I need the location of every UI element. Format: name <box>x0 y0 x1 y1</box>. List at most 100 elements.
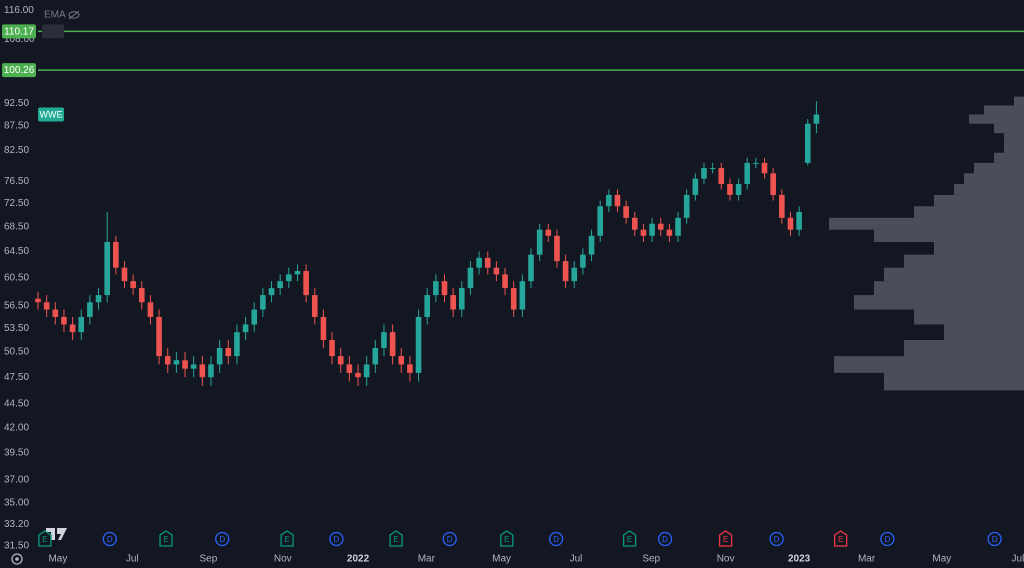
earnings-marker[interactable] <box>38 530 52 547</box>
dividend-marker[interactable] <box>880 531 895 547</box>
volume-profile-bar <box>969 114 1024 124</box>
event-label: D <box>884 535 890 544</box>
dividend-marker[interactable] <box>102 531 117 547</box>
event-label: E <box>284 535 289 544</box>
candle-body <box>588 235 595 255</box>
dividend-marker[interactable] <box>769 531 784 547</box>
candle-body <box>657 223 664 230</box>
y-tick-label: 39.50 <box>4 448 29 459</box>
x-tick-label: May <box>492 554 511 565</box>
settings-icon[interactable] <box>11 553 23 565</box>
candle-body <box>640 229 647 236</box>
candle-body <box>381 332 387 348</box>
dividend-marker[interactable] <box>987 531 1002 547</box>
x-tick-label: 2023 <box>788 554 811 565</box>
candle-body <box>476 257 482 268</box>
dividend-marker[interactable] <box>548 531 564 547</box>
candle-body <box>753 162 759 164</box>
candle-body <box>727 183 733 195</box>
candle-body <box>389 332 396 357</box>
candle-body <box>268 288 275 296</box>
candle-body <box>303 271 309 296</box>
candle-body <box>286 274 292 282</box>
y-tick-label: 72.50 <box>4 198 29 209</box>
dividend-marker[interactable] <box>442 531 457 547</box>
dividend-marker[interactable] <box>215 531 230 547</box>
indicator-label: EMA <box>44 10 66 21</box>
candle-body <box>69 324 76 333</box>
candle-body <box>199 364 206 378</box>
earnings-marker[interactable] <box>159 530 173 547</box>
volume-profile-bar <box>994 152 1024 163</box>
candle-body <box>104 241 110 296</box>
collapse-button[interactable] <box>42 24 64 39</box>
candle-body <box>459 288 465 310</box>
volume-profile-bar <box>934 194 1024 207</box>
y-tick-label: 37.00 <box>4 475 29 486</box>
volume-profile-bar <box>874 229 1024 242</box>
candle-body <box>87 302 93 317</box>
y-tick-label: 116.00 <box>4 5 34 16</box>
candle-body <box>580 254 586 268</box>
candle-body <box>796 211 802 230</box>
candle-body <box>225 347 232 357</box>
earnings-marker[interactable] <box>718 530 733 547</box>
candle-body <box>260 295 266 310</box>
candle-body <box>614 194 621 207</box>
candle-body <box>130 281 136 289</box>
volume-profile-bar <box>944 324 1024 340</box>
event-label: D <box>219 535 225 544</box>
earnings-marker[interactable] <box>280 530 294 547</box>
dividend-marker[interactable] <box>329 531 344 547</box>
candle-body <box>294 271 301 275</box>
earnings-marker[interactable] <box>389 530 403 547</box>
event-label: D <box>662 535 668 544</box>
event-label: D <box>447 535 453 544</box>
candle-body <box>234 332 240 357</box>
event-label: E <box>723 535 728 544</box>
earnings-marker[interactable] <box>833 530 848 547</box>
candle-body <box>701 168 707 179</box>
y-tick-label: 108.00 <box>4 34 35 45</box>
volume-profile-bar <box>884 372 1024 391</box>
event-label: D <box>774 535 780 544</box>
volume-profile-bar <box>834 356 1024 373</box>
volume-profile-bar <box>984 105 1024 115</box>
price-level-label: 110.17 <box>4 26 34 37</box>
dividend-marker[interactable] <box>657 531 673 547</box>
volume-profile-bar <box>974 162 1024 174</box>
candle-body <box>433 281 439 296</box>
candle-body <box>138 288 145 303</box>
earnings-marker[interactable] <box>622 530 637 547</box>
candle-body <box>683 194 690 218</box>
y-tick-label: 56.50 <box>4 301 29 312</box>
earnings-marker[interactable] <box>500 530 514 547</box>
visibility-icon[interactable] <box>68 10 80 20</box>
candle-body <box>311 295 318 317</box>
candle-body <box>78 316 85 333</box>
candle-body <box>346 364 353 373</box>
x-tick-label: Jul <box>126 554 139 565</box>
candle-body <box>536 229 543 255</box>
candle-body <box>779 194 785 218</box>
candle-body <box>502 274 508 289</box>
candle-body <box>510 288 517 310</box>
candle-body <box>43 302 50 310</box>
event-label: E <box>838 535 843 544</box>
event-label: E <box>627 535 632 544</box>
y-tick-label: 87.50 <box>4 121 29 132</box>
candle-body <box>554 235 560 262</box>
x-tick-label: Jul <box>570 554 583 565</box>
y-tick-label: 47.50 <box>4 372 29 383</box>
event-label: D <box>107 535 113 544</box>
candle-body <box>597 206 603 236</box>
candle-body <box>329 339 335 357</box>
x-tick-label: Sep <box>199 554 217 565</box>
candle-body <box>813 114 820 124</box>
x-tick-label: 2022 <box>347 554 370 565</box>
candle-body <box>277 281 283 289</box>
event-label: E <box>163 535 168 544</box>
candle-body <box>372 347 379 365</box>
price-level-badge <box>2 63 36 78</box>
y-tick-label: 60.50 <box>4 272 29 283</box>
